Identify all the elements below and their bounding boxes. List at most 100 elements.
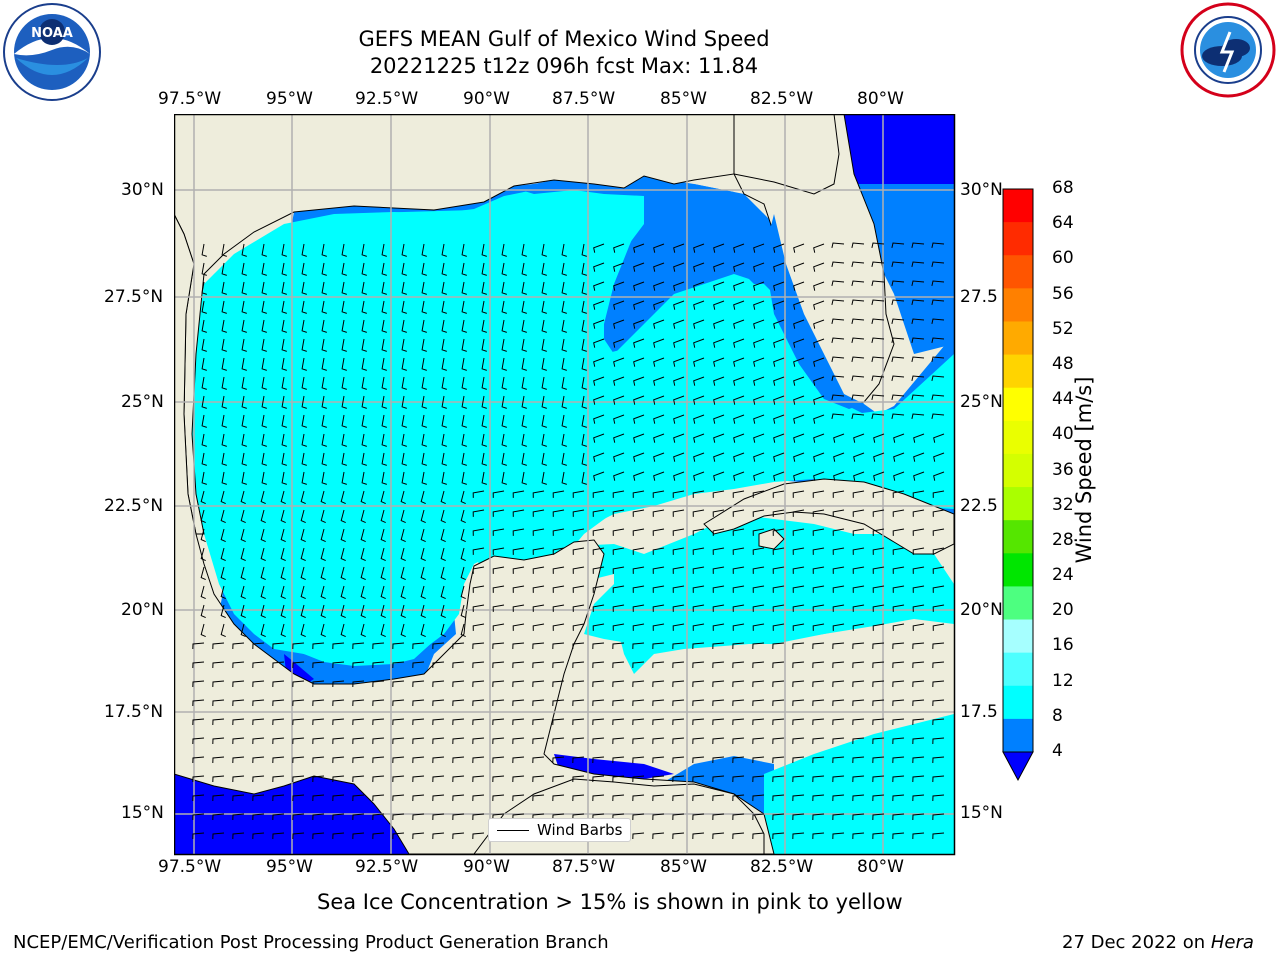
wind-barb xyxy=(481,395,487,409)
wind-barb xyxy=(361,300,367,314)
wind-barb xyxy=(280,528,286,543)
wind-barb xyxy=(261,262,267,276)
wind-barb xyxy=(932,547,945,555)
wind-barb xyxy=(871,242,885,249)
colorbar-tick-label: 52 xyxy=(1052,318,1074,339)
wind-barb xyxy=(752,642,765,650)
wind-barb xyxy=(340,547,346,562)
wind-barb xyxy=(852,737,865,745)
wind-barb xyxy=(793,319,805,329)
colorbar-tick-label: 68 xyxy=(1052,178,1074,198)
wind-barb xyxy=(931,394,945,401)
wind-barb xyxy=(872,813,885,821)
wind-barb xyxy=(241,262,247,276)
wind-barb xyxy=(712,718,725,726)
wind-barb xyxy=(673,357,685,367)
wind-barb xyxy=(773,243,785,253)
wind-barb xyxy=(752,794,765,802)
wind-barb xyxy=(572,547,585,555)
wind-barb xyxy=(392,813,405,821)
wind-barb xyxy=(593,338,605,348)
lat-label: 30°N xyxy=(121,180,164,200)
wind-barb xyxy=(352,756,365,764)
wind-barb xyxy=(853,471,865,481)
wind-barb xyxy=(332,642,345,650)
wind-barb xyxy=(301,357,307,371)
wind-barb xyxy=(672,775,685,783)
wind-barb xyxy=(240,585,246,600)
wind-barb xyxy=(252,756,265,764)
wind-barb xyxy=(452,775,465,783)
wind-barb xyxy=(552,775,565,783)
wind-barb xyxy=(421,452,427,466)
wind-barb xyxy=(392,794,405,802)
wind-barb xyxy=(221,262,227,276)
wind-barb xyxy=(912,623,925,631)
wind-barb xyxy=(532,623,545,631)
wind-barb xyxy=(753,243,765,253)
wind-barb xyxy=(341,452,347,466)
wind-barb xyxy=(541,300,547,314)
wind-barb xyxy=(851,375,865,382)
wind-barb xyxy=(281,376,287,390)
wind-barb xyxy=(852,699,865,707)
wind-barb xyxy=(380,528,386,543)
wind-barb xyxy=(732,509,745,517)
wind-barb xyxy=(321,357,327,371)
wind-barb xyxy=(613,433,625,443)
wind-barb xyxy=(380,604,386,619)
wind-barb xyxy=(753,452,765,462)
wind-barb xyxy=(352,737,365,745)
wind-barb xyxy=(772,509,785,517)
wind-barb xyxy=(852,604,865,612)
wind-barb xyxy=(832,566,845,574)
colorbar-segment xyxy=(1003,189,1033,223)
wind-barb xyxy=(693,414,705,424)
wind-barb xyxy=(200,566,206,581)
wind-barb xyxy=(712,756,725,764)
wind-barb xyxy=(713,300,725,310)
wind-barb xyxy=(872,490,885,498)
wind-barb xyxy=(772,642,785,650)
wind-barb xyxy=(461,281,467,295)
caribbean-cyan xyxy=(614,534,954,674)
wind-barb xyxy=(420,490,426,505)
wind-barb xyxy=(240,547,246,562)
wind-barb xyxy=(481,338,487,352)
colorbar-segment xyxy=(1003,387,1033,422)
wind-barb xyxy=(851,261,865,268)
wind-barb xyxy=(851,356,865,363)
wind-barb xyxy=(872,547,885,555)
wind-barb xyxy=(572,680,585,688)
wind-barb xyxy=(212,756,225,764)
wind-barb xyxy=(221,452,227,466)
noaa-logo-text: NOAA xyxy=(31,26,73,41)
wind-barb xyxy=(321,300,327,314)
wind-barb xyxy=(541,319,547,333)
wind-barb xyxy=(912,509,925,517)
wind-barb xyxy=(793,243,805,253)
wind-barb xyxy=(892,832,905,840)
wind-barb xyxy=(340,623,346,638)
wind-barb xyxy=(852,509,865,517)
wind-barb xyxy=(911,413,925,420)
wind-barb xyxy=(441,319,447,333)
wind-barb xyxy=(381,300,387,314)
wind-barb xyxy=(301,471,307,485)
wind-barb xyxy=(632,775,645,783)
wind-barb xyxy=(440,566,446,581)
wind-barb xyxy=(501,243,507,257)
lon-label: 85°W xyxy=(660,89,707,109)
wind-barb xyxy=(773,414,785,424)
wind-barb xyxy=(212,813,225,821)
wind-barb xyxy=(472,737,485,745)
wind-barb xyxy=(713,357,725,367)
wind-barb xyxy=(501,281,507,295)
wind-barb xyxy=(813,471,825,481)
wind-barb xyxy=(200,604,206,619)
wind-barb xyxy=(212,832,225,840)
wind-barb xyxy=(201,471,207,485)
wind-barb xyxy=(221,414,227,428)
wind-barb xyxy=(272,642,285,650)
footer-left: NCEP/EMC/Verification Post Processing Pr… xyxy=(13,932,609,953)
